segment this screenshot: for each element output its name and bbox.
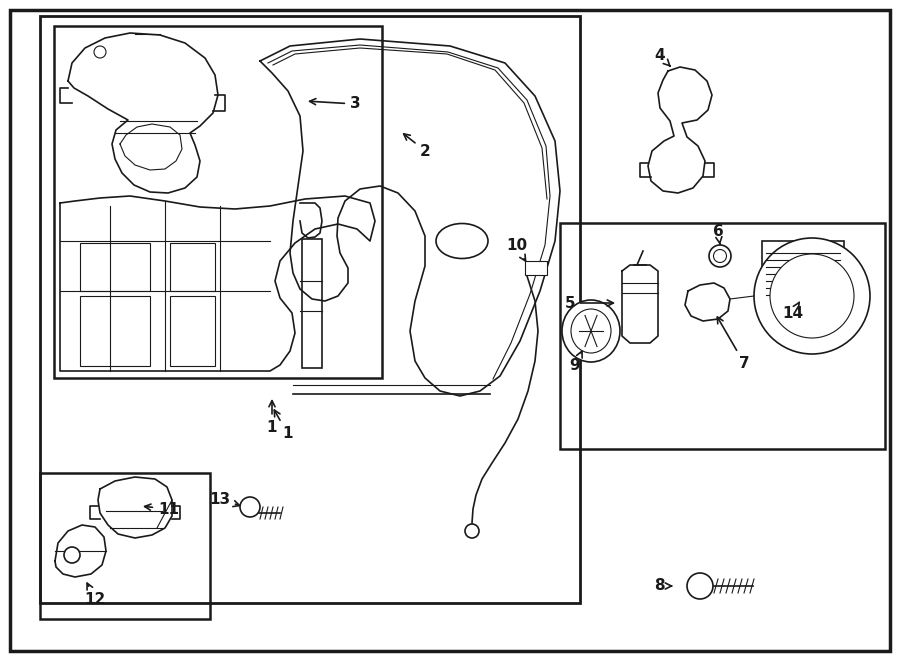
Bar bbox=[40, 16, 580, 603]
Text: 12: 12 bbox=[85, 583, 105, 607]
Circle shape bbox=[240, 497, 260, 517]
Bar bbox=[302, 239, 322, 368]
Text: 2: 2 bbox=[403, 134, 431, 159]
Ellipse shape bbox=[709, 245, 731, 267]
Text: 9: 9 bbox=[570, 351, 582, 373]
Ellipse shape bbox=[571, 309, 611, 353]
Circle shape bbox=[687, 573, 713, 599]
Ellipse shape bbox=[562, 300, 620, 362]
Circle shape bbox=[64, 547, 80, 563]
Circle shape bbox=[754, 238, 870, 354]
Bar bbox=[560, 223, 885, 449]
Text: 4: 4 bbox=[654, 48, 670, 66]
Bar bbox=[170, 296, 215, 366]
Circle shape bbox=[770, 254, 854, 338]
Text: 14: 14 bbox=[782, 302, 804, 321]
Ellipse shape bbox=[436, 223, 488, 258]
Ellipse shape bbox=[714, 249, 726, 262]
Text: 10: 10 bbox=[506, 239, 527, 261]
Bar bbox=[54, 26, 382, 378]
Text: 7: 7 bbox=[717, 317, 750, 371]
Text: 5: 5 bbox=[564, 295, 614, 311]
Bar bbox=[170, 243, 215, 291]
Circle shape bbox=[94, 46, 106, 58]
Text: 8: 8 bbox=[654, 578, 671, 594]
Bar bbox=[80, 243, 150, 291]
Bar bbox=[762, 241, 844, 301]
Text: 1: 1 bbox=[274, 410, 292, 440]
Text: 13: 13 bbox=[209, 492, 239, 506]
Text: 11: 11 bbox=[145, 502, 179, 516]
Bar bbox=[40, 473, 210, 619]
Text: 6: 6 bbox=[713, 223, 724, 244]
Text: 3: 3 bbox=[310, 97, 361, 112]
Text: 1: 1 bbox=[266, 401, 277, 434]
Circle shape bbox=[465, 524, 479, 538]
Bar bbox=[80, 296, 150, 366]
Bar bbox=[525, 261, 547, 275]
